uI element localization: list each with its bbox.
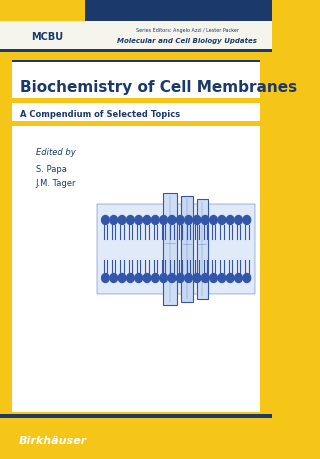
Circle shape	[235, 216, 242, 225]
Bar	[12, 122, 260, 127]
Circle shape	[218, 216, 226, 225]
Circle shape	[118, 274, 126, 283]
Bar	[164, 194, 177, 305]
Bar	[12, 99, 260, 104]
Circle shape	[176, 216, 184, 225]
Bar	[197, 200, 208, 299]
Circle shape	[176, 274, 184, 283]
Text: Series Editors: Angelo Azzi / Lester Packer: Series Editors: Angelo Azzi / Lester Pac…	[136, 28, 239, 33]
Bar	[0, 421, 272, 459]
Circle shape	[226, 216, 234, 225]
Bar	[0, 53, 272, 57]
Text: Edited by: Edited by	[36, 147, 76, 156]
Text: Molecular and Cell Biology Updates: Molecular and Cell Biology Updates	[117, 38, 257, 44]
Circle shape	[101, 216, 109, 225]
Circle shape	[151, 274, 159, 283]
Circle shape	[218, 274, 226, 283]
Circle shape	[193, 274, 201, 283]
Circle shape	[210, 216, 217, 225]
Bar	[0, 414, 272, 418]
Text: MCBU: MCBU	[31, 32, 63, 42]
Circle shape	[168, 216, 176, 225]
Circle shape	[135, 216, 142, 225]
Text: Biochemistry of Cell Membranes: Biochemistry of Cell Membranes	[20, 79, 298, 94]
Circle shape	[210, 274, 217, 283]
Circle shape	[118, 216, 126, 225]
Circle shape	[235, 274, 242, 283]
Circle shape	[135, 274, 142, 283]
Circle shape	[160, 274, 167, 283]
Circle shape	[243, 216, 251, 225]
Bar	[0, 22, 272, 50]
Bar	[181, 196, 193, 302]
Bar	[12, 57, 260, 61]
Circle shape	[185, 216, 192, 225]
Bar	[97, 205, 255, 294]
Circle shape	[160, 216, 167, 225]
Bar	[12, 61, 260, 63]
Circle shape	[110, 216, 117, 225]
Bar	[12, 127, 260, 412]
Circle shape	[126, 216, 134, 225]
Text: A Compendium of Selected Topics: A Compendium of Selected Topics	[20, 109, 180, 118]
Bar	[0, 50, 272, 53]
Circle shape	[143, 274, 151, 283]
Circle shape	[101, 274, 109, 283]
Circle shape	[201, 216, 209, 225]
Circle shape	[168, 274, 176, 283]
Bar	[0, 418, 272, 421]
Circle shape	[226, 274, 234, 283]
Circle shape	[110, 274, 117, 283]
Text: J.M. Tager: J.M. Tager	[36, 178, 76, 187]
Bar	[85, 0, 272, 22]
Text: Birkhäuser: Birkhäuser	[19, 435, 87, 445]
Circle shape	[151, 216, 159, 225]
Circle shape	[143, 216, 151, 225]
Circle shape	[243, 274, 251, 283]
Circle shape	[126, 274, 134, 283]
Circle shape	[201, 274, 209, 283]
Bar	[12, 57, 260, 412]
Circle shape	[193, 216, 201, 225]
Circle shape	[185, 274, 192, 283]
Text: S. Papa: S. Papa	[36, 164, 67, 173]
